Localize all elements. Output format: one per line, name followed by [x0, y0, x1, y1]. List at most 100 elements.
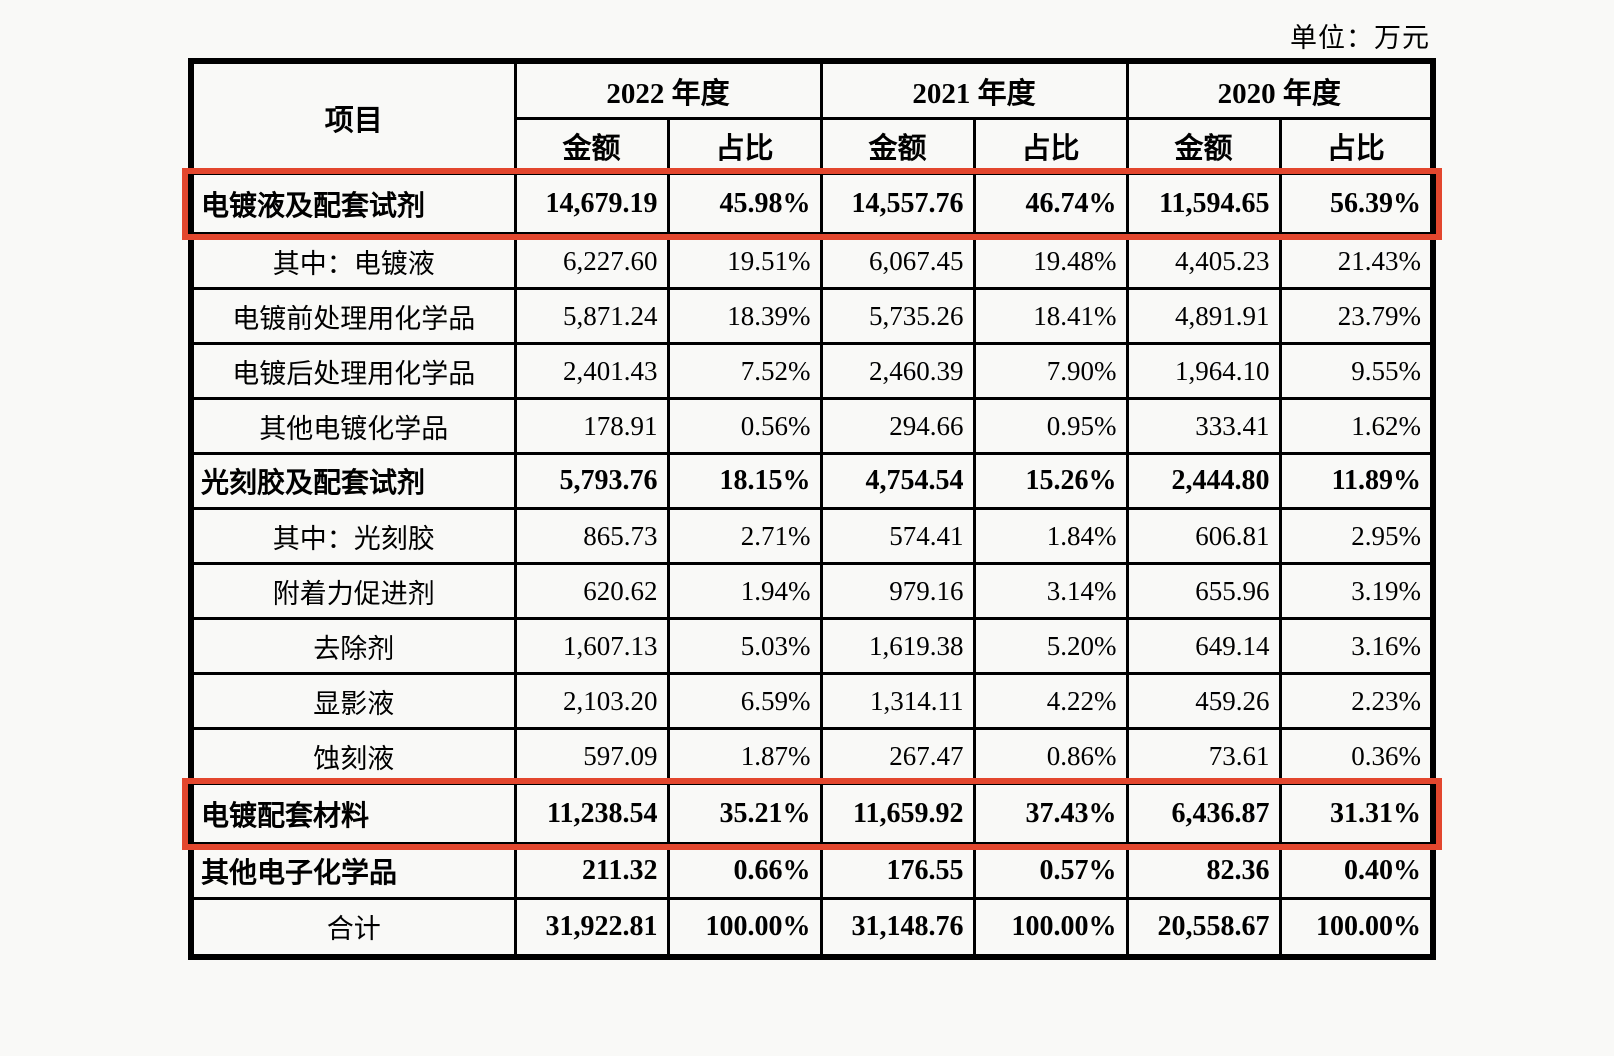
cell-amount: 294.66 [819, 397, 976, 455]
cell-amount: 574.41 [819, 507, 976, 565]
table-wrapper: 项目 2022 年度 2021 年度 2020 年度 金额 占比 金额 占比 金… [182, 58, 1443, 960]
cell-amount: 1,964.10 [1125, 342, 1282, 400]
column-header-ratio-2020: 占比 [1278, 117, 1435, 175]
cell-ratio: 9.55% [1278, 342, 1435, 400]
row-label: 电镀液及配套试剂 [189, 172, 517, 235]
row-label: 蚀刻液 [189, 727, 517, 785]
table-row: 附着力促进剂 620.62 1.94% 979.16 3.14% 655.96 3.19% [189, 562, 1435, 620]
cell-amount: 2,444.80 [1125, 452, 1282, 510]
cell-amount: 649.14 [1125, 617, 1282, 675]
cell-ratio: 31.31% [1278, 782, 1435, 845]
cell-amount: 459.26 [1125, 672, 1282, 730]
row-label: 电镀前处理用化学品 [189, 287, 517, 345]
cell-amount: 4,405.23 [1125, 232, 1282, 290]
cell-amount: 31,922.81 [513, 897, 670, 958]
cell-amount: 73.61 [1125, 727, 1282, 785]
cell-ratio: 21.43% [1278, 232, 1435, 290]
table-row: 显影液 2,103.20 6.59% 1,314.11 4.22% 459.26 2.23% [189, 672, 1435, 730]
row-label: 电镀配套材料 [189, 782, 517, 845]
cell-amount: 20,558.67 [1125, 897, 1282, 958]
cell-ratio: 100.00% [666, 897, 823, 958]
cell-amount: 11,238.54 [513, 782, 670, 845]
table-row: 电镀配套材料 11,238.54 35.21% 11,659.92 37.43% 6,43… [189, 782, 1435, 845]
cell-ratio: 1.87% [666, 727, 823, 785]
cell-ratio: 18.41% [972, 287, 1129, 345]
column-header-ratio-2022: 占比 [666, 117, 823, 175]
cell-amount: 1,619.38 [819, 617, 976, 675]
cell-amount: 2,103.20 [513, 672, 670, 730]
cell-ratio: 18.15% [666, 452, 823, 510]
column-header-year-2022: 2022 年度 [513, 59, 823, 120]
cell-amount: 2,401.43 [513, 342, 670, 400]
cell-amount: 14,557.76 [819, 172, 976, 235]
cell-ratio: 7.90% [972, 342, 1129, 400]
column-header-amount-2022: 金额 [513, 117, 670, 175]
cell-ratio: 4.22% [972, 672, 1129, 730]
table-row: 电镀液及配套试剂 14,679.19 45.98% 14,557.76 46.74% 11… [189, 172, 1435, 235]
cell-amount: 4,754.54 [819, 452, 976, 510]
row-label: 合计 [189, 897, 517, 958]
cell-ratio: 15.26% [972, 452, 1129, 510]
cell-ratio: 19.48% [972, 232, 1129, 290]
column-header-item: 项目 [189, 59, 517, 175]
cell-amount: 5,793.76 [513, 452, 670, 510]
cell-amount: 11,594.65 [1125, 172, 1282, 235]
cell-ratio: 1.62% [1278, 397, 1435, 455]
cell-ratio: 100.00% [972, 897, 1129, 958]
cell-ratio: 37.43% [972, 782, 1129, 845]
cell-amount: 6,227.60 [513, 232, 670, 290]
column-header-ratio-2021: 占比 [972, 117, 1129, 175]
cell-amount: 82.36 [1125, 842, 1282, 900]
cell-ratio: 0.57% [972, 842, 1129, 900]
cell-amount: 1,607.13 [513, 617, 670, 675]
cell-amount: 979.16 [819, 562, 976, 620]
table-row: 去除剂 1,607.13 5.03% 1,619.38 5.20% 649.14 3.16% [189, 617, 1435, 675]
cell-amount: 1,314.11 [819, 672, 976, 730]
cell-amount: 6,436.87 [1125, 782, 1282, 845]
cell-amount: 655.96 [1125, 562, 1282, 620]
cell-amount: 865.73 [513, 507, 670, 565]
cell-ratio: 3.14% [972, 562, 1129, 620]
cell-amount: 2,460.39 [819, 342, 976, 400]
header-row-years: 项目 2022 年度 2021 年度 2020 年度 [189, 59, 1435, 175]
row-label: 电镀后处理用化学品 [189, 342, 517, 400]
table-row: 合计 31,922.81 100.00% 31,148.76 100.00% 20,558… [189, 897, 1435, 958]
column-header-amount-2020: 金额 [1125, 117, 1282, 175]
table-row: 光刻胶及配套试剂 5,793.76 18.15% 4,754.54 15.26% 2,44… [189, 452, 1435, 510]
row-label: 其中：电镀液 [189, 232, 517, 290]
cell-ratio: 11.89% [1278, 452, 1435, 510]
cell-amount: 211.32 [513, 842, 670, 900]
cell-ratio: 7.52% [666, 342, 823, 400]
row-label: 显影液 [189, 672, 517, 730]
cell-amount: 5,735.26 [819, 287, 976, 345]
row-label: 其中：光刻胶 [189, 507, 517, 565]
row-label: 光刻胶及配套试剂 [189, 452, 517, 510]
revenue-breakdown-table: 项目 2022 年度 2021 年度 2020 年度 金额 占比 金额 占比 金… [188, 58, 1437, 960]
cell-ratio: 0.66% [666, 842, 823, 900]
cell-amount: 606.81 [1125, 507, 1282, 565]
cell-ratio: 3.16% [1278, 617, 1435, 675]
table-row: 其他电子化学品 211.32 0.66% 176.55 0.57% 82.36 0.40% [189, 842, 1435, 900]
cell-amount: 11,659.92 [819, 782, 976, 845]
row-label: 其他电镀化学品 [189, 397, 517, 455]
cell-ratio: 0.36% [1278, 727, 1435, 785]
cell-amount: 14,679.19 [513, 172, 670, 235]
cell-ratio: 3.19% [1278, 562, 1435, 620]
cell-ratio: 35.21% [666, 782, 823, 845]
cell-amount: 6,067.45 [819, 232, 976, 290]
cell-ratio: 1.84% [972, 507, 1129, 565]
cell-amount: 333.41 [1125, 397, 1282, 455]
row-label: 其他电子化学品 [189, 842, 517, 900]
cell-ratio: 2.23% [1278, 672, 1435, 730]
cell-ratio: 6.59% [666, 672, 823, 730]
cell-ratio: 46.74% [972, 172, 1129, 235]
table-row: 蚀刻液 597.09 1.87% 267.47 0.86% 73.61 0.36% [189, 727, 1435, 785]
cell-amount: 4,891.91 [1125, 287, 1282, 345]
cell-ratio: 100.00% [1278, 897, 1435, 958]
cell-ratio: 18.39% [666, 287, 823, 345]
cell-ratio: 23.79% [1278, 287, 1435, 345]
cell-amount: 267.47 [819, 727, 976, 785]
column-header-year-2020: 2020 年度 [1125, 59, 1435, 120]
table-row: 其中：电镀液 6,227.60 19.51% 6,067.45 19.48% 4,405.… [189, 232, 1435, 290]
